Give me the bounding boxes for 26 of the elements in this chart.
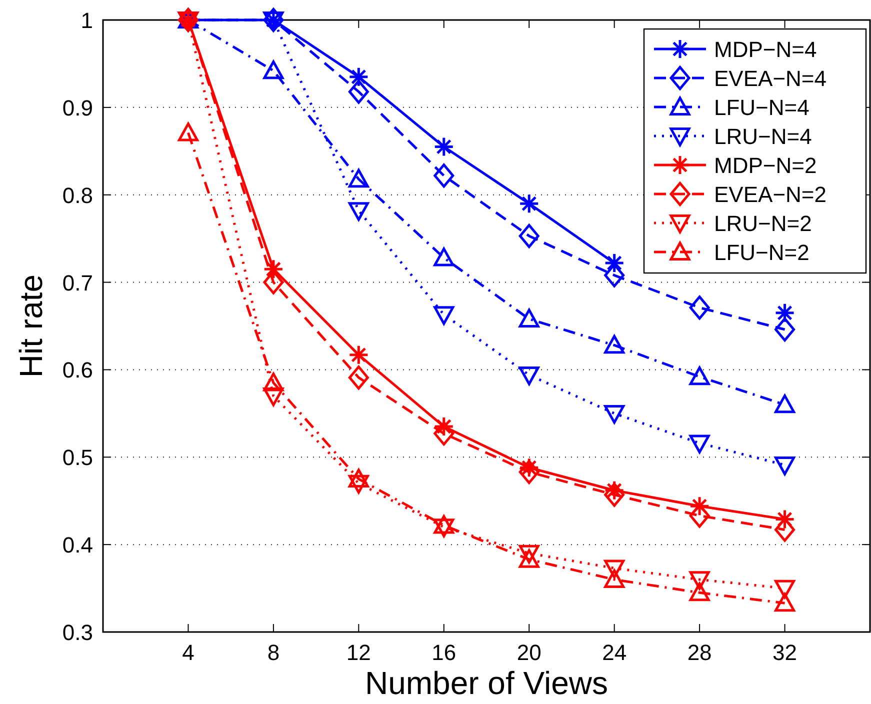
x-axis-title: Number of Views: [364, 665, 608, 701]
x-tick-label: 4: [182, 640, 194, 665]
legend-label: MDP−N=2: [714, 153, 817, 178]
x-tick-label: 32: [772, 640, 798, 665]
legend-label: LRU−N=2: [714, 211, 812, 236]
y-tick-label: 0.5: [62, 445, 93, 470]
y-tick-label: 0.3: [62, 620, 93, 645]
x-tick-label: 16: [432, 640, 456, 665]
legend-label: LRU−N=4: [714, 124, 812, 149]
legend-label: EVEA−N=4: [714, 66, 827, 91]
legend-label: MDP−N=4: [714, 37, 817, 62]
y-tick-label: 0.6: [62, 358, 93, 383]
y-tick-label: 0.9: [62, 95, 93, 120]
x-tick-label: 24: [602, 640, 627, 665]
x-tick-label: 8: [267, 640, 280, 665]
x-tick-label: 28: [687, 640, 712, 665]
y-tick-label: 0.7: [62, 270, 93, 296]
x-tick-label: 12: [346, 640, 371, 665]
legend-label: LFU−N=4: [714, 95, 810, 120]
legend-label: LFU−N=2: [714, 240, 810, 265]
y-tick-label: 0.4: [62, 532, 93, 558]
y-axis-title: Hit rate: [13, 274, 49, 378]
x-tick-label: 20: [516, 640, 542, 665]
legend-label: EVEA−N=2: [714, 182, 827, 207]
y-tick-label: 0.8: [62, 182, 93, 208]
y-tick-label: 1: [80, 8, 93, 33]
